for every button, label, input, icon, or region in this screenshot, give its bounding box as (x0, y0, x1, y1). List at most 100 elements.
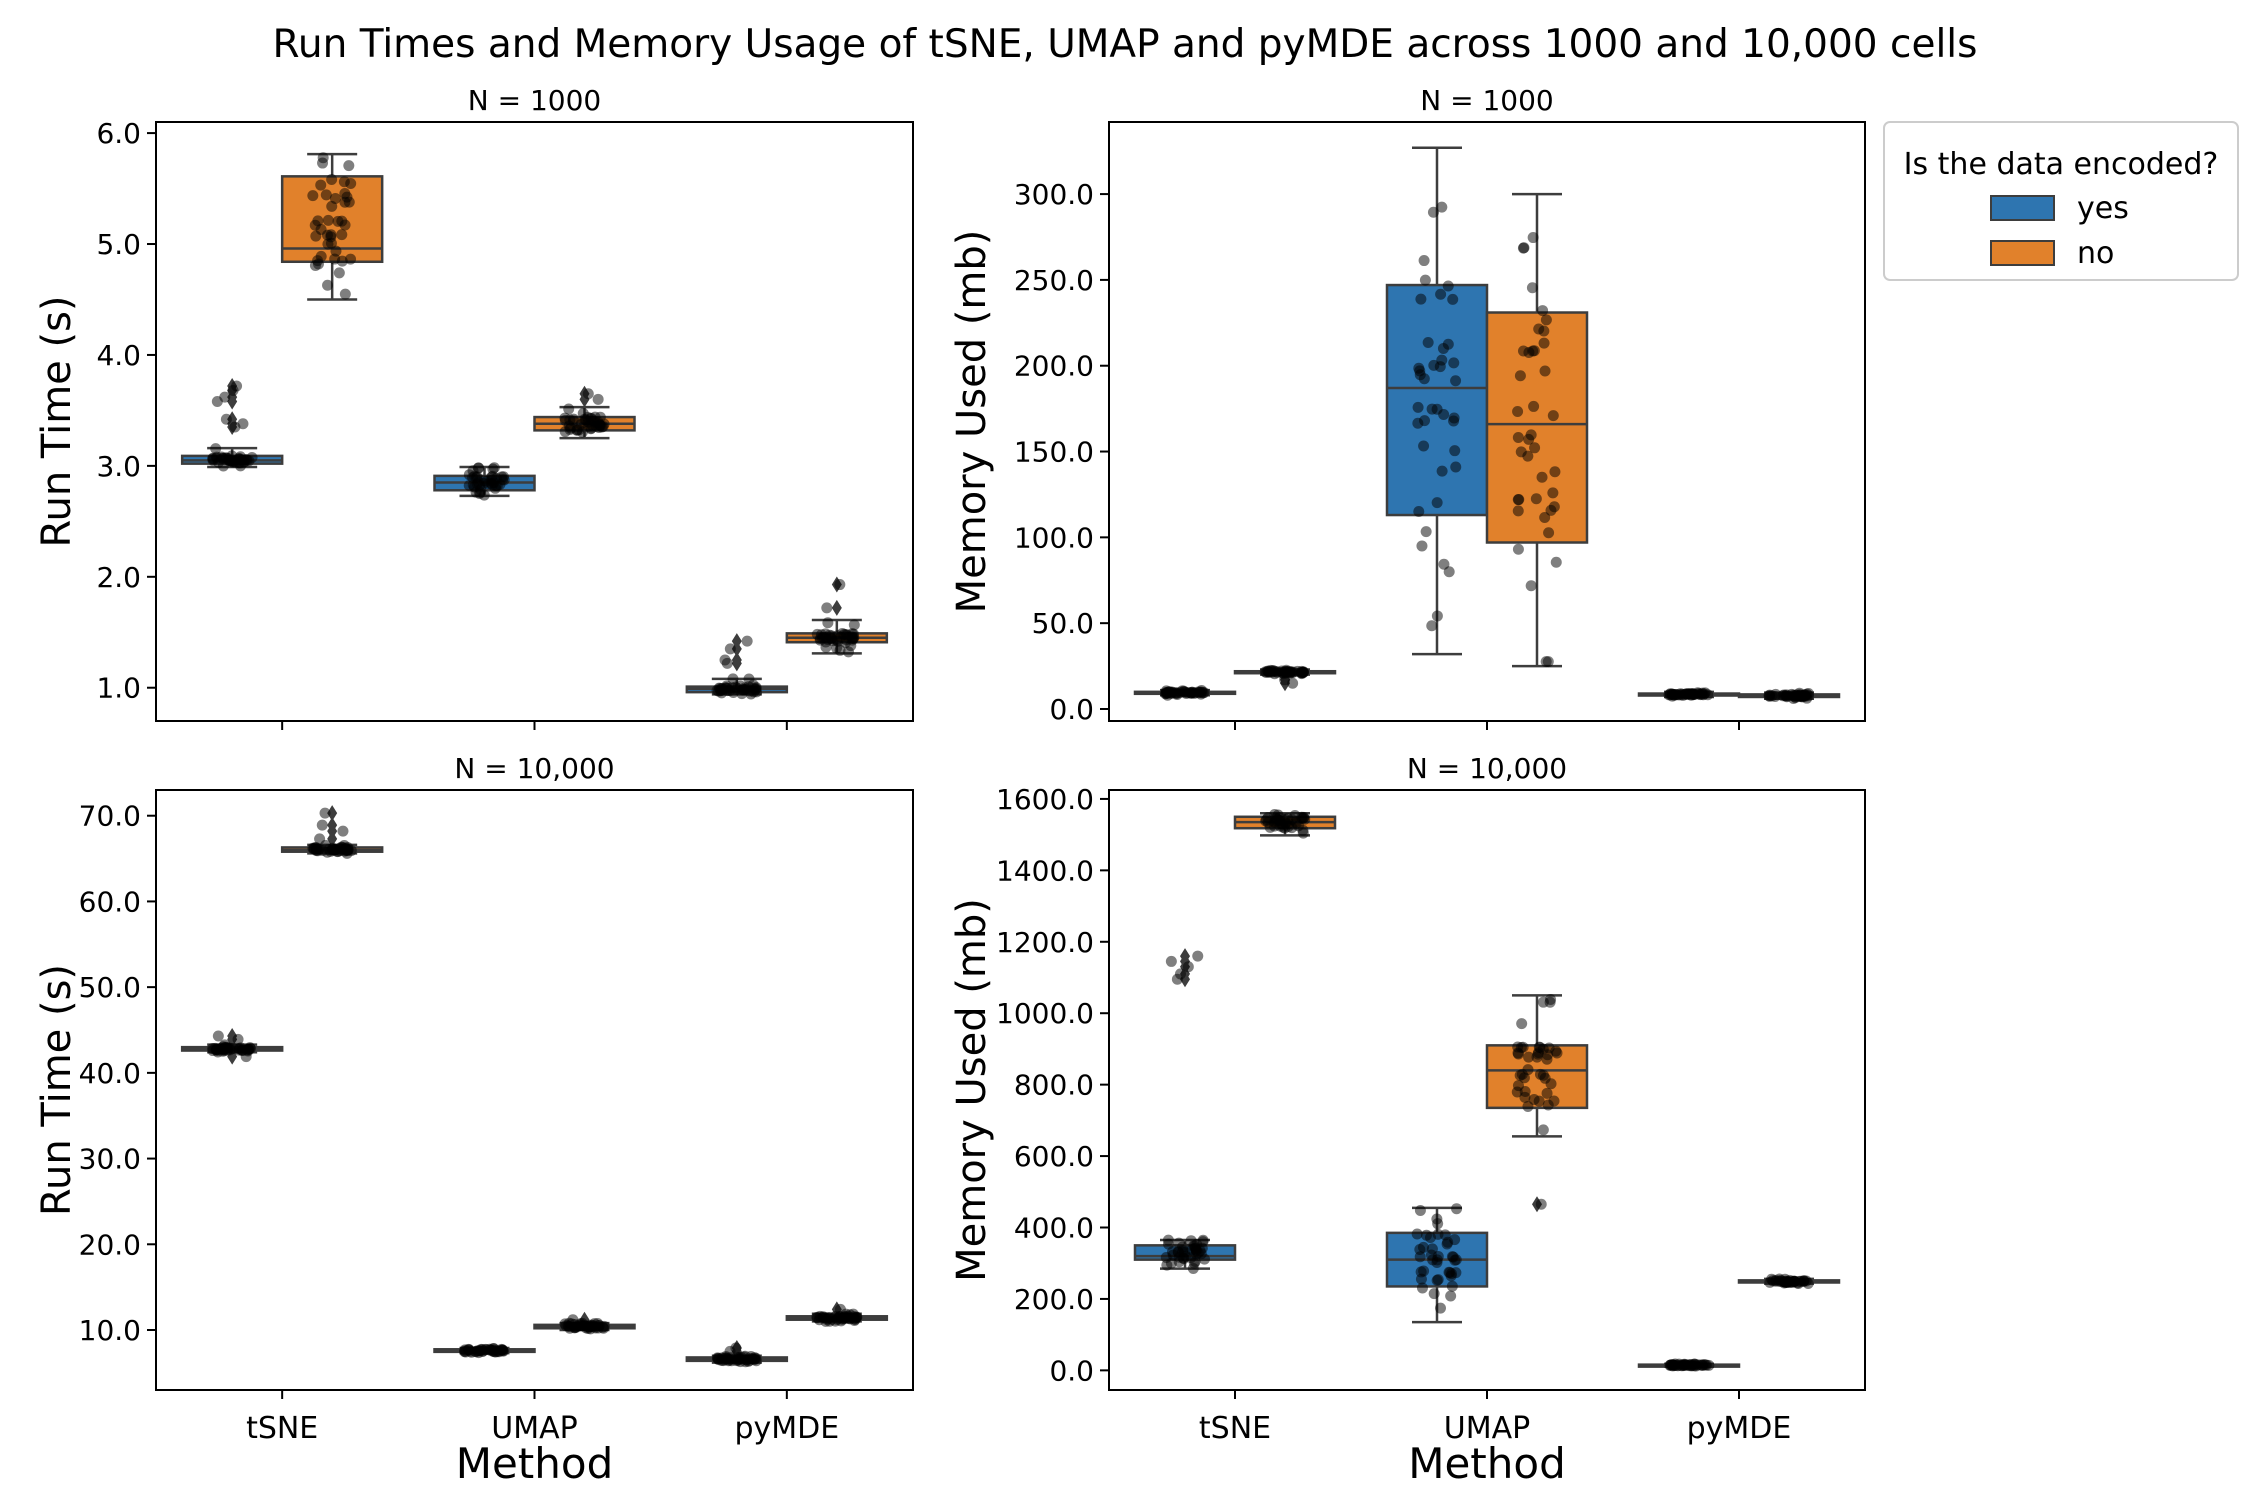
data-point (1297, 827, 1309, 839)
data-point (1450, 1254, 1462, 1266)
data-point (1533, 1095, 1545, 1107)
subplot-1: N = 1000 1.0 2.0 3.0 4.0 5.0 6.0 Run Time (s) (34, 84, 914, 730)
data-point (1289, 809, 1301, 821)
data-point (1446, 1280, 1458, 1292)
box-yes-UMAP (433, 1343, 536, 1359)
data-point (240, 1051, 252, 1063)
data-point (1165, 687, 1177, 699)
data-point (330, 245, 342, 257)
box-no-pyMDE (785, 576, 889, 658)
data-point (1537, 305, 1549, 317)
data-point (1420, 1229, 1432, 1241)
data-point (343, 196, 355, 208)
data-point (1535, 1198, 1547, 1210)
data-point (336, 255, 348, 267)
data-point (1678, 1358, 1690, 1370)
data-point (1543, 527, 1555, 539)
data-point (463, 1343, 475, 1355)
box-yes-tSNE (1133, 684, 1237, 701)
box-no-tSNE (1233, 809, 1337, 839)
data-point (1299, 813, 1311, 825)
data-point (1537, 1069, 1549, 1081)
data-point (467, 471, 479, 483)
data-point (315, 179, 327, 191)
data-point (1165, 955, 1177, 967)
data-point (1512, 431, 1524, 443)
subplot-title: N = 1000 (468, 84, 601, 117)
outlier-marker (1180, 948, 1190, 965)
data-point (488, 462, 500, 474)
data-point (848, 1311, 860, 1323)
data-point (1431, 497, 1443, 509)
data-point (1450, 375, 1462, 387)
data-point (1538, 337, 1550, 349)
data-point (207, 453, 219, 465)
y-tick-label: 70.0 (79, 800, 141, 833)
y-tick-label: 200.0 (1014, 350, 1094, 383)
data-point (1414, 1243, 1426, 1255)
y-axis-label: Memory Used (mb) (949, 898, 995, 1282)
data-point (1512, 505, 1524, 517)
data-point (1526, 282, 1538, 294)
data-point (1548, 501, 1560, 513)
box-yes-UMAP (1385, 146, 1489, 656)
y-tick-label: 5.0 (96, 228, 141, 261)
data-point (1545, 1078, 1557, 1090)
data-point (1188, 1257, 1200, 1269)
data-point (310, 841, 322, 853)
data-point (1418, 1265, 1430, 1277)
data-point (1437, 342, 1449, 354)
box-no-UMAP (533, 1311, 636, 1335)
y-tick-label: 800.0 (1014, 1069, 1094, 1102)
data-point (1515, 446, 1527, 458)
box-yes-UMAP (433, 462, 536, 501)
data-point (821, 602, 833, 614)
data-point (567, 1314, 579, 1326)
y-tick-label: 1.0 (96, 672, 141, 705)
subplot-title: N = 1000 (1420, 84, 1553, 117)
data-point (307, 190, 319, 202)
y-axis-label: Memory Used (mb) (949, 230, 995, 614)
data-point (336, 215, 348, 227)
data-point (470, 486, 482, 498)
data-point (1531, 1051, 1543, 1063)
data-point (1779, 690, 1791, 702)
box-no-tSNE (1233, 664, 1337, 692)
data-point (1767, 1275, 1779, 1287)
figure-title: Run Times and Memory Usage of tSNE, UMAP… (272, 22, 1978, 67)
data-point (314, 833, 326, 845)
data-point (1670, 689, 1682, 701)
y-tick-label: 30.0 (79, 1143, 141, 1176)
data-point (727, 673, 739, 685)
y-tick-label: 60.0 (79, 885, 141, 918)
data-point (842, 646, 854, 658)
data-point (487, 1345, 499, 1357)
data-point (1427, 206, 1439, 218)
outlier-marker (327, 817, 338, 834)
data-point (337, 825, 349, 837)
data-point (750, 683, 762, 695)
data-point (473, 462, 485, 474)
data-point (1165, 1257, 1177, 1269)
data-point (1766, 690, 1778, 702)
data-point (1448, 357, 1460, 369)
legend-frame (1883, 121, 2239, 281)
box-body (1385, 283, 1489, 517)
data-point (345, 253, 357, 265)
data-point (1412, 401, 1424, 413)
data-point (1799, 689, 1811, 701)
data-point (724, 643, 736, 655)
data-point (474, 1345, 486, 1357)
data-point (715, 685, 727, 697)
y-tick-label: 1400.0 (996, 854, 1094, 887)
data-point (745, 1353, 757, 1365)
data-point (741, 635, 753, 647)
x-tick-label: pyMDE (1687, 1411, 1792, 1446)
data-point (1528, 345, 1540, 357)
data-point (582, 388, 594, 400)
axes-frame (1108, 789, 1866, 1391)
data-point (1514, 370, 1526, 382)
data-point (1426, 620, 1438, 632)
data-point (232, 1033, 244, 1045)
data-point (1415, 293, 1427, 305)
